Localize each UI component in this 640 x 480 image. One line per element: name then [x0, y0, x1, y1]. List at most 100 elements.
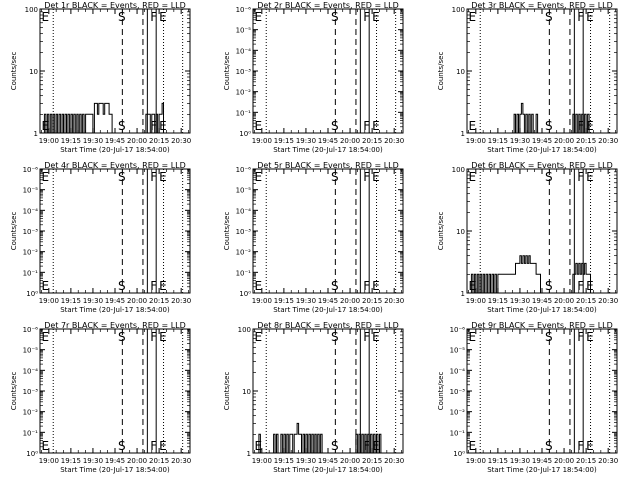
x-tick-label: 19:15: [274, 297, 294, 305]
marker-e-start: E: [254, 439, 262, 453]
detector-panel: Det 6r BLACK = Events, RED = LLD Counts/s…: [437, 161, 618, 314]
x-axis-label: Start Time (20-Jul-17 18:54:00): [273, 146, 383, 154]
detector-panel: Det 9r BLACK = Events, RED = LLD Counts/s…: [437, 321, 618, 474]
marker-e-start: E: [254, 10, 262, 24]
x-tick-label: 19:30: [83, 457, 103, 465]
y-tick-label: 10⁻⁵: [236, 187, 252, 195]
marker-e-start: E: [468, 119, 476, 133]
panel-title: Det 8r BLACK = Events, RED = LLD: [257, 321, 399, 330]
x-tick-label: 19:00: [252, 457, 272, 465]
x-tick-label: 20:15: [576, 457, 596, 465]
plot-frame: [252, 8, 404, 134]
x-tick-label: 20:30: [384, 297, 404, 305]
x-tick-label: 19:45: [532, 457, 552, 465]
x-tick-label: 19:30: [83, 297, 103, 305]
detector-panel: Det 2r BLACK = Events, RED = LLD Counts/s…: [223, 1, 404, 154]
detector-panel: Det 1r BLACK = Events, RED = LLD Counts/s…: [10, 1, 191, 154]
marker-e-start: E: [254, 279, 262, 293]
y-tick-label: 10: [456, 68, 465, 76]
marker-s: S: [118, 330, 126, 344]
events-series-line: [257, 422, 384, 454]
x-tick-label: 20:30: [598, 297, 618, 305]
x-axis-label: Start Time (20-Jul-17 18:54:00): [60, 466, 170, 474]
y-tick-label: 10⁻¹: [236, 109, 252, 117]
marker-f: F: [577, 439, 584, 453]
y-tick-label: 10⁻³: [23, 388, 39, 396]
marker-e-end: E: [586, 439, 594, 453]
marker-s: S: [545, 330, 553, 344]
x-tick-label: 20:00: [554, 457, 574, 465]
x-tick-label: 19:30: [83, 137, 103, 145]
x-tick-label: 19:00: [466, 297, 486, 305]
x-axis-label: Start Time (20-Jul-17 18:54:00): [273, 306, 383, 314]
x-tick-label: 20:30: [171, 457, 191, 465]
marker-e-start: E: [468, 330, 476, 344]
x-tick-label: 19:00: [466, 457, 486, 465]
y-tick-label: 10⁻¹: [23, 269, 39, 277]
marker-e-end: E: [159, 170, 167, 184]
x-axis-label: Start Time (20-Jul-17 18:54:00): [60, 146, 170, 154]
events-series-line: [469, 255, 592, 294]
y-tick-label: 10: [29, 68, 38, 76]
y-tick-label: 1: [34, 130, 38, 138]
x-tick-label: 19:15: [274, 457, 294, 465]
marker-e-end: E: [372, 10, 380, 24]
y-axis-label: Counts/sec: [223, 372, 231, 411]
x-tick-label: 19:00: [39, 457, 59, 465]
y-tick-label: 10⁻⁵: [450, 347, 466, 355]
marker-f: F: [577, 330, 584, 344]
marker-s: S: [545, 119, 553, 133]
x-tick-label: 20:00: [340, 297, 360, 305]
x-tick-label: 20:15: [149, 137, 169, 145]
x-tick-label: 20:00: [340, 457, 360, 465]
y-tick-label: 10: [456, 228, 465, 236]
y-tick-label: 10⁻³: [236, 68, 252, 76]
marker-e-start: E: [41, 170, 49, 184]
y-tick-label: 10⁻¹: [236, 269, 252, 277]
plot-frame: [39, 168, 191, 294]
plot-frame: [252, 168, 404, 294]
events-series-line: [512, 102, 592, 134]
y-tick-label: 100: [238, 326, 251, 334]
y-tick-label: 10⁻²: [23, 249, 39, 257]
marker-e-end: E: [159, 439, 167, 453]
marker-f: F: [150, 170, 157, 184]
marker-s: S: [331, 279, 339, 293]
y-tick-label: 10⁻⁶: [450, 326, 466, 334]
marker-s: S: [331, 330, 339, 344]
marker-f: F: [363, 439, 370, 453]
marker-s: S: [118, 119, 126, 133]
marker-e-end: E: [586, 170, 594, 184]
marker-s: S: [118, 170, 126, 184]
marker-e-end: E: [372, 330, 380, 344]
y-tick-label: 10⁻³: [236, 228, 252, 236]
y-axis-label: Counts/sec: [10, 52, 18, 91]
marker-e-end: E: [372, 439, 380, 453]
x-axis-label: Start Time (20-Jul-17 18:54:00): [487, 466, 597, 474]
marker-e-start: E: [41, 330, 49, 344]
x-tick-label: 20:15: [576, 137, 596, 145]
y-tick-label: 10⁻⁵: [23, 187, 39, 195]
plot-frame: [466, 328, 618, 454]
marker-e-end: E: [159, 10, 167, 24]
marker-f: F: [150, 330, 157, 344]
marker-f: F: [363, 119, 370, 133]
detector-panel: Det 7r BLACK = Events, RED = LLD Counts/s…: [10, 321, 191, 474]
y-tick-label: 10⁻⁶: [23, 326, 39, 334]
marker-s: S: [118, 10, 126, 24]
y-tick-label: 10: [242, 388, 251, 396]
marker-e-end: E: [586, 330, 594, 344]
marker-e-end: E: [586, 10, 594, 24]
y-tick-label: 10⁻²: [236, 89, 252, 97]
x-tick-label: 20:00: [127, 137, 147, 145]
x-tick-label: 20:30: [171, 137, 191, 145]
marker-f: F: [150, 119, 157, 133]
marker-e-start: E: [254, 119, 262, 133]
panel-title: Det 7r BLACK = Events, RED = LLD: [44, 321, 186, 330]
y-tick-label: 1: [247, 450, 251, 458]
panel-title: Det 3r BLACK = Events, RED = LLD: [471, 1, 613, 10]
x-tick-label: 20:00: [127, 297, 147, 305]
marker-f: F: [577, 170, 584, 184]
y-tick-label: 100: [452, 6, 465, 14]
marker-e-end: E: [586, 279, 594, 293]
